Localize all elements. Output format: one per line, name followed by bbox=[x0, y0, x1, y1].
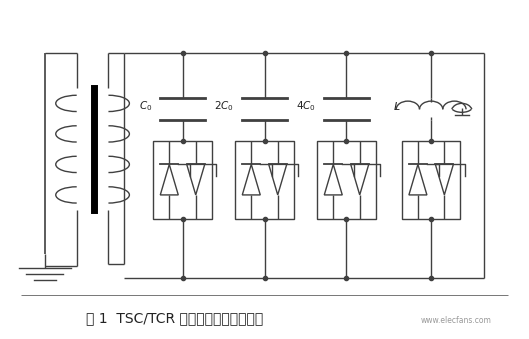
Text: $2C_0$: $2C_0$ bbox=[214, 99, 234, 113]
Bar bbox=[317, 141, 376, 219]
Bar bbox=[235, 141, 294, 219]
Bar bbox=[402, 141, 460, 219]
Text: $4C_0$: $4C_0$ bbox=[296, 99, 316, 113]
Text: www.elecfans.com: www.elecfans.com bbox=[421, 316, 492, 325]
Text: 图 1  TSC/TCR 式消弧线圈原理结构图: 图 1 TSC/TCR 式消弧线圈原理结构图 bbox=[86, 312, 263, 326]
Text: $L$: $L$ bbox=[394, 100, 401, 112]
Text: $C_0$: $C_0$ bbox=[139, 99, 152, 113]
Bar bbox=[153, 141, 212, 219]
